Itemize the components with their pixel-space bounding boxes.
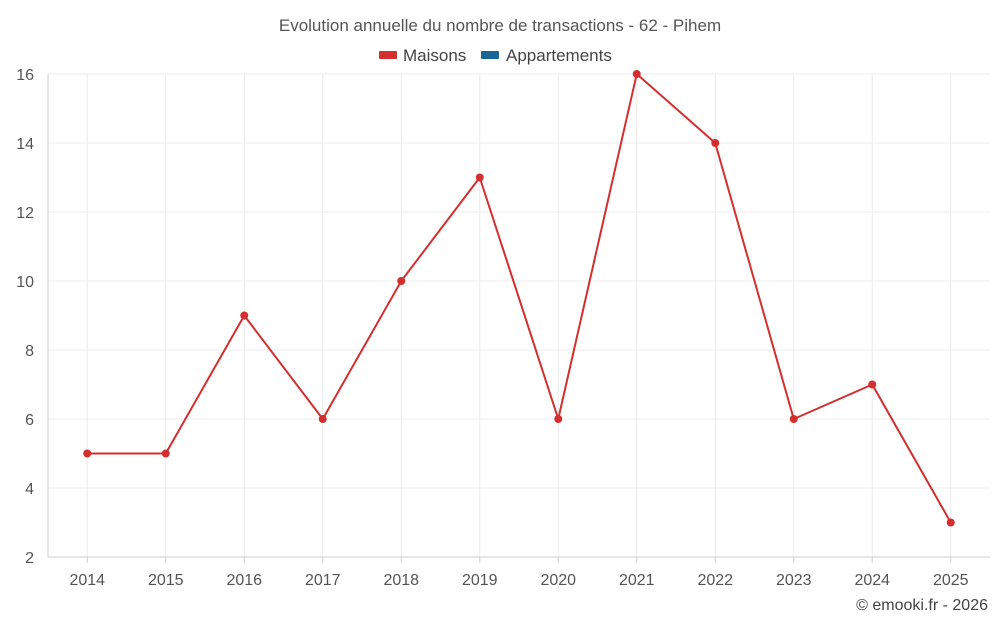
data-point-maisons[interactable]	[240, 311, 249, 320]
y-axis-ticks: 2 4 6 8 10 12 14 16	[16, 67, 34, 567]
data-point-maisons[interactable]	[711, 139, 720, 147]
data-point-maisons[interactable]	[161, 449, 170, 458]
legend-label-maisons: Maisons	[403, 46, 466, 65]
y-tick-label: 2	[25, 550, 34, 567]
y-tick-label: 14	[16, 136, 34, 153]
data-point-maisons[interactable]	[397, 277, 406, 285]
legend-label-appartements: Appartements	[506, 46, 612, 65]
legend-swatch-maisons	[379, 51, 397, 59]
series	[83, 70, 955, 527]
y-tick-label: 10	[16, 274, 34, 291]
credit-text: © emooki.fr - 2026	[856, 597, 988, 614]
data-point-maisons[interactable]	[868, 380, 877, 389]
x-axis-ticks: 2014 2015 2016 2017 2018 2019 2020 2021 2022 2023…	[69, 572, 968, 589]
data-point-maisons[interactable]	[475, 173, 484, 182]
x-tick-label: 2022	[697, 572, 733, 589]
y-tick-label: 4	[25, 481, 34, 498]
data-point-maisons[interactable]	[83, 449, 92, 458]
x-tick-label: 2020	[540, 572, 576, 589]
x-tick-label: 2025	[933, 572, 969, 589]
x-tick-label: 2019	[462, 572, 498, 589]
x-tick-label: 2018	[383, 572, 419, 589]
x-tick-label: 2016	[226, 572, 262, 589]
data-point-maisons[interactable]	[632, 70, 641, 78]
y-tick-label: 8	[25, 343, 34, 360]
y-tick-label: 12	[16, 205, 34, 222]
x-tick-label: 2024	[854, 572, 890, 589]
data-point-maisons[interactable]	[318, 415, 327, 423]
legend-item-maisons[interactable]: Maisons	[379, 46, 466, 65]
axes	[47, 74, 990, 563]
legend: Maisons Appartements	[379, 46, 612, 65]
x-tick-label: 2017	[305, 572, 341, 589]
data-point-maisons[interactable]	[554, 415, 563, 423]
x-tick-label: 2014	[69, 572, 105, 589]
series-line-maisons	[87, 73, 952, 523]
chart-title: Evolution annuelle du nombre de transact…	[279, 16, 721, 35]
data-point-maisons[interactable]	[789, 415, 798, 423]
y-tick-label: 16	[16, 67, 34, 84]
x-tick-label: 2021	[619, 572, 655, 589]
data-point-maisons[interactable]	[946, 518, 955, 527]
legend-item-appartements[interactable]: Appartements	[481, 46, 612, 65]
x-tick-label: 2015	[148, 572, 184, 589]
x-tick-label: 2023	[776, 572, 812, 589]
y-tick-label: 6	[25, 412, 34, 429]
grid	[48, 73, 990, 558]
legend-swatch-appartements	[481, 51, 499, 59]
